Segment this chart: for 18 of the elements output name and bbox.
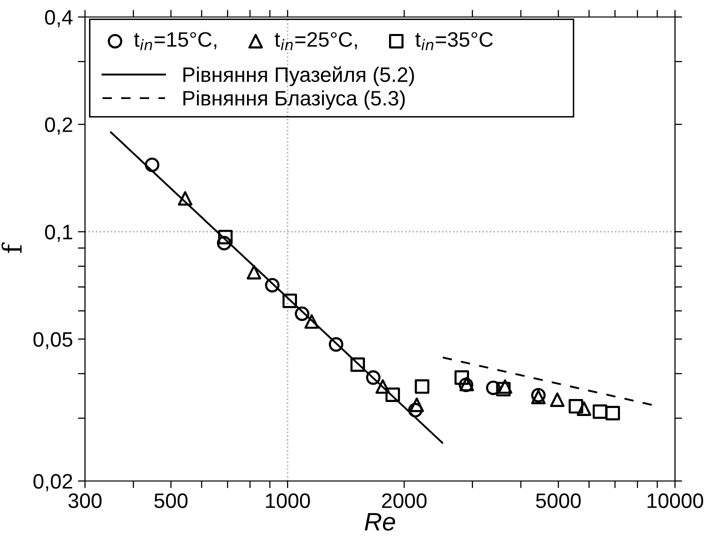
x-axis-title: Re — [364, 513, 396, 531]
x-tick-label: 2000 — [382, 493, 427, 508]
y-tick-label: 0,2 — [45, 117, 72, 135]
x-tick-label: 5000 — [536, 493, 581, 508]
x-tick-label: 500 — [154, 493, 188, 508]
legend-label: t$_{in}$=35°C — [415, 32, 493, 50]
legend-label: Рівняння Пуазейля (5.2) — [183, 66, 414, 86]
x-tick-label: 300 — [68, 493, 102, 508]
y-axis-title: f — [2, 242, 22, 253]
y-tick-label: 0,4 — [45, 10, 73, 28]
legend-label: t$_{in}$=25°C, — [274, 32, 357, 50]
x-tick-label: 1000 — [266, 493, 310, 508]
y-tick-label: 0,1 — [45, 224, 72, 242]
y-tick-label: 0,02 — [33, 474, 72, 492]
legend-label: t$_{in}$=15°C, — [134, 32, 216, 50]
x-tick-label: 10000 — [648, 493, 704, 508]
legend-label: Рівняння Блазіуса (5.3) — [183, 90, 405, 110]
y-tick-label: 0,05 — [33, 332, 72, 350]
